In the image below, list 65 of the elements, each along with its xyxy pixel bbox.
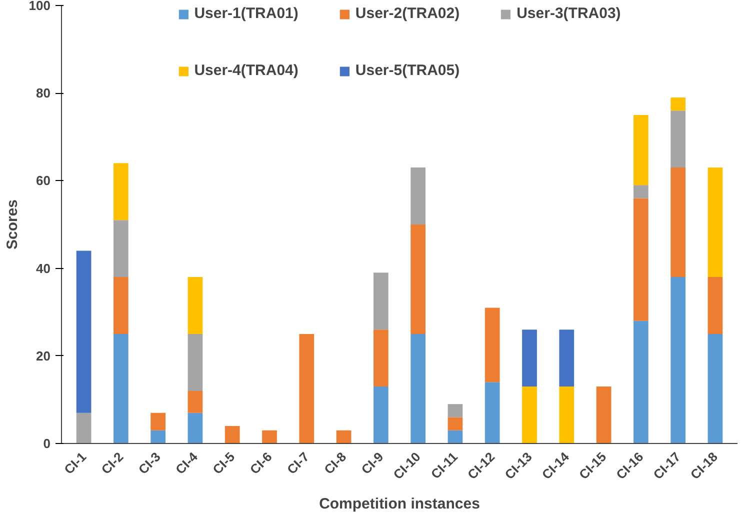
bar [484,382,500,444]
bar [150,430,166,444]
bar [708,168,723,278]
x-tick-label: CI-4 [172,448,202,478]
bar [448,404,463,418]
bar [374,330,388,387]
bar [374,272,388,330]
bar [559,330,574,387]
bar [596,386,612,444]
bar [448,417,463,430]
y-tick-label: 60 [36,173,51,188]
bar [114,220,128,278]
bar [522,330,537,387]
bar [522,386,537,444]
bar [410,334,426,444]
bar [76,412,92,444]
bar [76,250,92,413]
bar [634,198,648,321]
legend-label: User-4(TRA04) [194,62,298,79]
y-tick-label: 80 [36,86,51,101]
x-tick-label: CI-7 [284,449,312,478]
bar [224,426,240,444]
bar [634,115,648,186]
bar [188,277,203,334]
bar [670,168,686,278]
bar [262,430,277,444]
bar [188,334,203,391]
x-tick-label: CI-2 [98,449,126,478]
bar [114,163,128,220]
legend-label: User-2(TRA02) [355,5,460,22]
x-tick-label: CI-9 [358,449,386,478]
bar [150,412,166,430]
y-tick-label: 40 [36,260,51,276]
x-axis-title: Competition instances [319,496,480,513]
bar [114,334,128,444]
y-tick-label: 0 [43,436,51,451]
bar [410,168,426,224]
legend-label: User-3(TRA03) [516,5,621,22]
bar [670,277,686,444]
bar [114,277,128,334]
x-tick-label: CI-1 [61,449,90,478]
bar [188,412,203,444]
bar [336,430,352,444]
legend-label: User-1(TRA01) [194,5,298,22]
x-tick-label: CI-8 [321,449,350,478]
x-tick-label: CI-5 [210,449,238,478]
bar [559,386,574,444]
bar [374,386,388,444]
x-tick-label: CI-3 [135,449,164,478]
bar [634,185,648,198]
legend-label: User-5(TRA05) [355,62,460,79]
bar [188,390,203,413]
y-tick-label: 100 [28,0,51,13]
bar [410,224,426,334]
bar [484,308,500,382]
bar [299,334,314,444]
x-tick-label: CI-6 [246,449,275,478]
bar [448,430,463,444]
bar [634,320,648,444]
bar [708,334,723,444]
bar [708,277,723,334]
y-tick-label: 20 [36,348,51,364]
bar [670,97,686,111]
y-axis-title: Scores [4,199,21,250]
bar [670,110,686,168]
